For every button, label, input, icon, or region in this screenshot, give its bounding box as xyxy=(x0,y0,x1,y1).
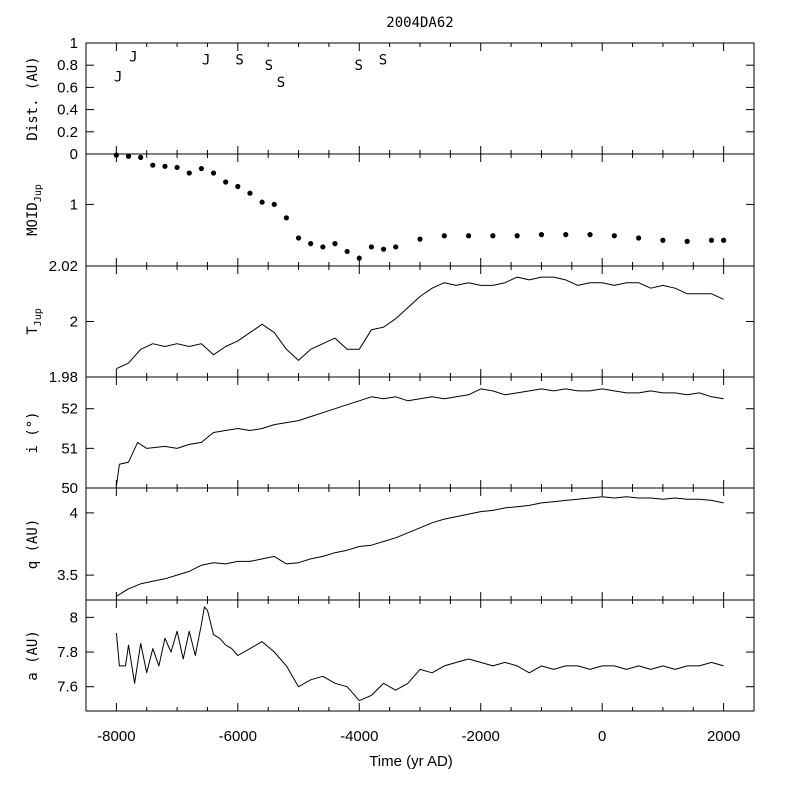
moid-point xyxy=(356,255,362,261)
y-axis-label: Dist. (AU) xyxy=(25,56,41,140)
moid-point xyxy=(660,237,666,243)
y-tick-label: 0.4 xyxy=(57,102,78,119)
moid-point xyxy=(247,190,253,196)
moid-point xyxy=(708,237,715,243)
panel-frame xyxy=(85,153,755,267)
encounter-label: S xyxy=(277,75,285,91)
moid-point xyxy=(684,238,690,244)
encounter-label: J xyxy=(114,69,122,85)
moid-point xyxy=(465,233,472,239)
moid-point xyxy=(235,183,241,190)
x-axis: -8000 -6000 -4000 -2000 0 2000 xyxy=(97,728,740,745)
moid-point xyxy=(210,170,217,176)
moid-point xyxy=(186,170,192,176)
series-line-a xyxy=(115,606,724,702)
moid-point xyxy=(138,154,144,160)
moid-point xyxy=(113,152,119,158)
y-axis-label: q (AU) xyxy=(25,519,41,570)
y-tick-label: 7.8 xyxy=(57,644,78,661)
x-tick-label: 2000 xyxy=(707,728,740,745)
moid-point xyxy=(320,244,326,250)
y-tick-label: 50 xyxy=(61,480,78,497)
x-tick-label: -8000 xyxy=(97,728,135,745)
x-tick-label: 0 xyxy=(598,728,606,745)
y-tick-label: 3.5 xyxy=(57,567,78,584)
moid-point xyxy=(393,244,399,250)
encounter-label: S xyxy=(235,53,243,69)
moid-point xyxy=(721,237,727,243)
moid-point xyxy=(441,233,447,239)
panel-q: 3.5 4 q (AU) xyxy=(25,487,755,601)
moid-point xyxy=(611,233,617,239)
y-tick-label: 0.8 xyxy=(57,57,78,74)
moid-point xyxy=(490,233,496,239)
moid-point xyxy=(198,165,204,172)
moid-point xyxy=(368,244,375,250)
panel-frame xyxy=(85,42,755,155)
panel-incl: 50 51 52 i (°) xyxy=(25,376,755,497)
moid-point xyxy=(125,153,132,159)
moid-point xyxy=(380,246,387,252)
panel-frame xyxy=(85,376,755,489)
moid-point xyxy=(636,235,642,241)
y-tick-label: 8 xyxy=(70,609,78,626)
moid-point xyxy=(174,164,180,171)
y-tick-label: 0.2 xyxy=(57,124,78,141)
chart-title: 2004DA62 xyxy=(386,15,453,31)
y-tick-label: 1.98 xyxy=(49,369,78,386)
y-tick-label: 4 xyxy=(70,505,78,522)
encounter-label: S xyxy=(265,58,273,74)
x-axis-label: Time (yr AD) xyxy=(369,753,453,770)
y-axis-label: i (°) xyxy=(25,411,41,453)
encounter-label: S xyxy=(354,58,362,74)
encounter-label: J xyxy=(129,49,137,65)
moid-point xyxy=(223,179,229,185)
moid-point xyxy=(259,199,265,205)
moid-point xyxy=(162,163,168,169)
x-tick-label: -6000 xyxy=(219,728,257,745)
panel-moid: 1 MOIDJup xyxy=(25,152,755,267)
x-tick-label: -4000 xyxy=(340,728,378,745)
y-tick-label: 0.6 xyxy=(57,79,78,96)
series-line-q xyxy=(116,496,724,597)
moid-point xyxy=(295,235,302,241)
y-tick-label: 0 xyxy=(70,146,78,163)
y-tick-label: 2 xyxy=(70,314,78,331)
moid-point xyxy=(150,162,156,168)
x-tick-label: -2000 xyxy=(462,728,500,745)
moid-point xyxy=(417,236,423,242)
y-tick-label: 1 xyxy=(70,196,78,213)
moid-point xyxy=(271,201,277,207)
moid-point xyxy=(308,241,314,247)
moid-point xyxy=(332,241,338,247)
moid-point xyxy=(538,232,545,238)
panel-frame xyxy=(85,599,755,712)
y-axis-label: TJup xyxy=(25,308,44,335)
y-axis-label: MOIDJup xyxy=(25,184,44,236)
y-axis-label: a (AU) xyxy=(25,630,41,681)
y-tick-label: 1 xyxy=(70,35,78,52)
panel-a: 7.6 7.8 8 a (AU) xyxy=(25,599,755,712)
series-line-tjup xyxy=(116,276,724,370)
moid-point xyxy=(283,215,289,221)
panel-frame xyxy=(85,487,755,601)
y-tick-label: 52 xyxy=(61,401,78,418)
encounter-label: S xyxy=(379,53,387,69)
y-tick-label: 7.6 xyxy=(57,679,78,696)
moid-point xyxy=(587,232,593,238)
panel-frame xyxy=(85,265,755,378)
series-line-incl xyxy=(115,388,724,487)
y-tick-label: 2.02 xyxy=(49,258,78,275)
moid-point xyxy=(344,248,350,255)
moid-point xyxy=(563,232,569,238)
encounter-label: J xyxy=(202,53,210,69)
y-tick-label: 51 xyxy=(61,440,78,457)
moid-point xyxy=(514,233,520,239)
panel-tjup: 1.98 2 2.02 TJup xyxy=(25,258,755,386)
